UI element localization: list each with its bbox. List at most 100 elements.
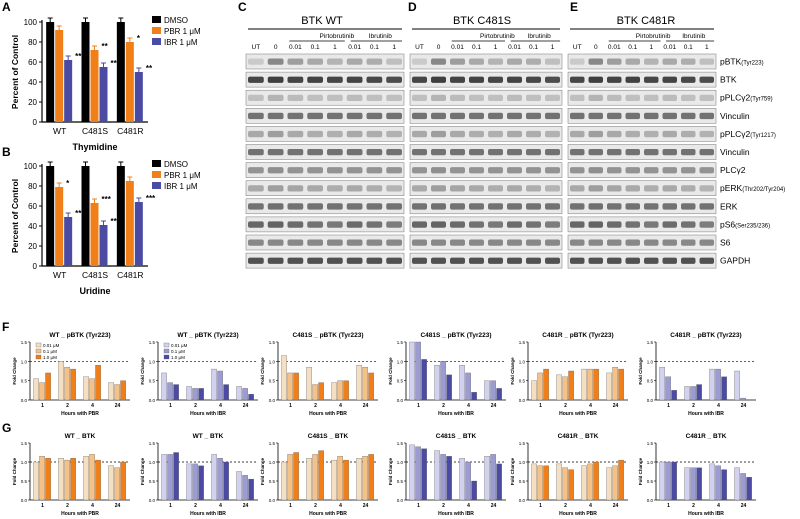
blot-band bbox=[545, 221, 560, 228]
blot-band bbox=[412, 112, 427, 120]
lane-label: 0.01 bbox=[451, 44, 464, 51]
blot-band bbox=[412, 58, 427, 65]
fold-bar bbox=[587, 463, 593, 501]
x-tick-label: 1 bbox=[417, 403, 420, 409]
lane-label: UT bbox=[573, 44, 582, 51]
y-tick-label: 0.0 bbox=[519, 398, 526, 403]
blot-band bbox=[386, 257, 402, 264]
blot-band bbox=[625, 203, 640, 210]
blot-band bbox=[346, 203, 363, 210]
fold-bar bbox=[581, 368, 587, 401]
y-tick-label: 1.0 bbox=[519, 359, 526, 364]
blot-strip bbox=[245, 108, 405, 124]
x-tick-label: 1 bbox=[667, 403, 670, 409]
blot-strip bbox=[409, 126, 563, 142]
fold-bar bbox=[64, 459, 70, 501]
blot-band bbox=[488, 203, 503, 210]
blot-band bbox=[450, 149, 465, 156]
blot-band bbox=[450, 167, 465, 174]
blot-strip bbox=[245, 71, 405, 88]
blot-band bbox=[469, 58, 484, 65]
y-axis-title: Fold Change bbox=[388, 357, 393, 385]
fold-bar bbox=[459, 458, 465, 501]
fold-bar bbox=[45, 458, 51, 501]
blot-band bbox=[699, 257, 714, 264]
fold-chart-f-0: WT _ pBTK (Tyr223) 0.0 0.5 1.0 1.5 Fold Chang… bbox=[12, 332, 130, 417]
blot-strip bbox=[567, 216, 717, 233]
lane-label: 1 bbox=[333, 44, 337, 51]
fold-bar bbox=[167, 382, 173, 401]
blot-band bbox=[625, 94, 640, 101]
blot-band bbox=[327, 257, 343, 264]
y-tick-label: 0.5 bbox=[149, 479, 156, 484]
fold-chart-title: C481R _ BTK bbox=[686, 433, 727, 440]
lane-label: 0 bbox=[437, 44, 441, 51]
x-axis-title: Hours with PBR bbox=[559, 411, 597, 417]
blot-band bbox=[431, 149, 446, 156]
blot-band bbox=[267, 167, 284, 174]
blot-band bbox=[287, 185, 304, 192]
fold-bar bbox=[434, 365, 440, 401]
blot-strip bbox=[567, 126, 717, 142]
blot-band bbox=[488, 149, 503, 156]
x-tick-label: 4 bbox=[589, 403, 592, 409]
lane-label: 0.1 bbox=[684, 44, 693, 51]
fold-bar bbox=[236, 386, 242, 401]
x-tick-label: 2 bbox=[564, 403, 567, 409]
blot-band bbox=[366, 203, 383, 210]
y-axis-title: Fold Change bbox=[140, 357, 145, 385]
bar-c481s-1 bbox=[90, 203, 99, 266]
blot-band bbox=[287, 221, 304, 228]
blot-band bbox=[488, 185, 503, 192]
blot-band bbox=[412, 203, 427, 210]
blot-band bbox=[431, 58, 446, 65]
fold-bar bbox=[95, 365, 101, 401]
y-tick-label: 0.5 bbox=[647, 379, 654, 384]
significance-mark: ** bbox=[146, 64, 153, 73]
fold-bar bbox=[434, 450, 440, 501]
chart-b: 0 20 40 60 80 100 Percent of Control Uridine WT *… bbox=[10, 160, 201, 296]
fold-bar bbox=[690, 386, 696, 401]
x-tick-label: 1 bbox=[289, 403, 292, 409]
blot-band bbox=[267, 257, 284, 264]
blot-row-label: pPLCγ2(Tyr1217) bbox=[720, 129, 776, 139]
legend-label: IBR 1 μM bbox=[164, 38, 198, 47]
blot-band bbox=[607, 112, 622, 120]
blot-band bbox=[570, 203, 585, 210]
y-tick-label: 0 bbox=[33, 262, 38, 271]
legend-swatch bbox=[152, 16, 161, 23]
fold-bar bbox=[356, 458, 362, 501]
blot-band bbox=[526, 185, 541, 192]
x-tick-label: 4 bbox=[219, 403, 222, 409]
bar-c481r-0 bbox=[116, 166, 125, 266]
blot-band bbox=[662, 76, 677, 83]
fold-bar bbox=[173, 452, 179, 501]
blot-band bbox=[267, 76, 284, 83]
blot-band bbox=[248, 221, 264, 228]
blot-band bbox=[469, 167, 484, 174]
fold-bar bbox=[543, 368, 549, 401]
blot-band bbox=[346, 130, 363, 138]
legend-label: PBR 1 μM bbox=[164, 27, 201, 36]
fold-bar bbox=[223, 461, 229, 501]
bar-wt-2 bbox=[64, 60, 73, 122]
blot-band bbox=[431, 239, 446, 246]
blot-row-label: pS6(Ser235/236) bbox=[720, 219, 770, 229]
fold-bar bbox=[192, 463, 198, 501]
fold-bar bbox=[161, 372, 167, 401]
blot-band bbox=[588, 149, 603, 156]
x-tick-label: 24 bbox=[243, 403, 249, 409]
legend-label: 0.01 μM bbox=[43, 343, 60, 348]
blot-band bbox=[662, 149, 677, 156]
blot-band bbox=[662, 167, 677, 174]
blot-band bbox=[625, 239, 640, 246]
blot-band bbox=[644, 112, 659, 120]
x-axis-title: Hours with PBR bbox=[559, 511, 597, 517]
fold-bar bbox=[709, 368, 715, 401]
significance-mark: * bbox=[66, 179, 70, 188]
fold-bar bbox=[337, 380, 343, 401]
x-tick-label: 1 bbox=[539, 503, 542, 509]
x-tick-label: 4 bbox=[589, 503, 592, 509]
x-tick-label: 2 bbox=[442, 403, 445, 409]
